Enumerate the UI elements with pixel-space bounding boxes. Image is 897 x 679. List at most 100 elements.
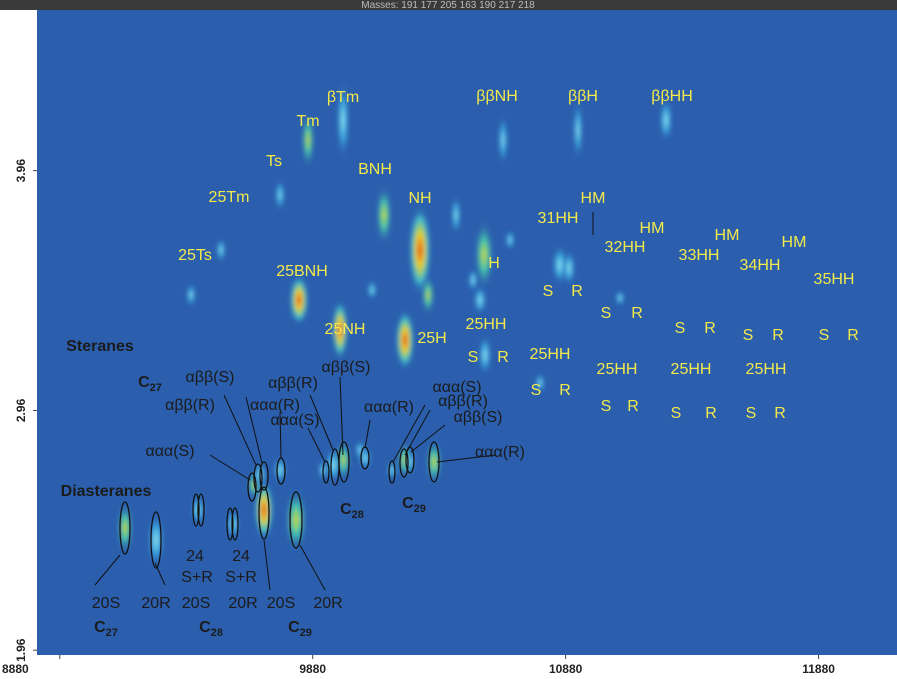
annotation: 20R — [228, 595, 257, 612]
annotation-text: 33HH — [679, 247, 720, 264]
annotation: 20S — [267, 595, 295, 612]
annotation: R — [631, 305, 643, 322]
annotation: 24 — [186, 548, 204, 565]
annotation: 25HH — [597, 361, 638, 378]
spot — [573, 100, 583, 160]
spot — [422, 275, 435, 315]
annotation-text: S — [671, 405, 682, 422]
annotation: 34HH — [740, 257, 781, 274]
annotation-text: 25HH — [671, 361, 712, 378]
annotation: ααα(S) — [145, 443, 194, 460]
x-tick-label: 8880 — [2, 662, 29, 676]
spot — [285, 488, 307, 552]
annotation-text: Diasteranes — [61, 483, 152, 500]
annotation: αββ(S) — [454, 409, 503, 426]
annotation: R — [497, 349, 509, 366]
annotation: 25NH — [325, 321, 366, 338]
annotation-text: R — [497, 349, 509, 366]
annotation-text: S — [819, 327, 830, 344]
annotation: S — [743, 327, 754, 344]
spot — [376, 185, 392, 245]
annotation-text: αββ(R) — [268, 375, 318, 392]
annotation-text: 25HH — [746, 361, 787, 378]
annotation-subscript: 27 — [106, 627, 118, 639]
annotation-text: 25Tm — [209, 189, 250, 206]
annotation-text: C — [94, 619, 106, 636]
annotation-text: R — [772, 327, 784, 344]
annotation: ααα(R) — [364, 399, 414, 416]
annotation-text: αββ(S) — [186, 369, 235, 386]
annotation-subscript: 28 — [211, 627, 223, 639]
annotation-text: S — [675, 320, 686, 337]
spot — [186, 283, 196, 307]
chart: Masses: 191 177 205 163 190 217 218 βTmT… — [0, 0, 897, 679]
annotation-text: S+R — [225, 569, 257, 586]
annotation-text: C — [288, 619, 300, 636]
annotation-text: S — [543, 283, 554, 300]
annotation: HM — [715, 227, 740, 244]
spot — [275, 179, 285, 211]
annotation-text: H — [488, 255, 500, 272]
annotation: 32HH — [605, 239, 646, 256]
annotation-text: HM — [581, 190, 606, 207]
annotation: S — [819, 327, 830, 344]
annotation: ββH — [568, 88, 598, 105]
annotation-text: ααα(S) — [270, 412, 319, 429]
annotation-text: R — [559, 382, 571, 399]
annotation-text: 32HH — [605, 239, 646, 256]
annotation: αββ(S) — [186, 369, 235, 386]
annotation: HM — [640, 220, 665, 237]
spot — [563, 250, 576, 286]
annotation: 25BNH — [276, 263, 328, 280]
annotation: S — [746, 405, 757, 422]
annotation: R — [627, 398, 639, 415]
annotation-text: αββ(S) — [454, 409, 503, 426]
annotation-text: 20S — [267, 595, 295, 612]
annotation: αββ(S) — [322, 359, 371, 376]
annotation-text: Steranes — [66, 338, 134, 355]
spot — [498, 115, 508, 165]
annotation: Steranes — [66, 338, 134, 355]
annotation-text: ααα(R) — [364, 399, 414, 416]
annotation-text: R — [705, 405, 717, 422]
annotation-text: S — [601, 305, 612, 322]
annotation-text: 20R — [141, 595, 170, 612]
annotation: 25HH — [746, 361, 787, 378]
annotation: 20R — [141, 595, 170, 612]
annotation: R — [774, 405, 786, 422]
annotation: ααα(S) — [270, 412, 319, 429]
annotation-text: Tm — [296, 113, 319, 130]
y-tick-label: 2.96 — [14, 398, 28, 422]
annotation: S — [671, 405, 682, 422]
spot — [395, 310, 414, 370]
annotation-text: R — [631, 305, 643, 322]
spot — [615, 290, 625, 306]
annotation: S — [675, 320, 686, 337]
annotation-text: 35HH — [814, 271, 855, 288]
annotation-text: R — [774, 405, 786, 422]
annotation: Diasteranes — [61, 483, 152, 500]
annotation-text: ββNH — [476, 88, 518, 105]
annotation-text: R — [847, 327, 859, 344]
annotation-text: C — [199, 619, 211, 636]
annotation-text: S — [468, 349, 479, 366]
annotation: αββ(R) — [165, 397, 215, 414]
annotation-text: 25HH — [597, 361, 638, 378]
annotation: 20R — [313, 595, 342, 612]
annotation-text: ββH — [568, 88, 598, 105]
annotation-text: S — [743, 327, 754, 344]
annotation-text: 24 — [186, 548, 204, 565]
annotation-text: 25HH — [530, 346, 571, 363]
annotation: ββHH — [651, 88, 693, 105]
annotation: HM — [581, 190, 606, 207]
annotation: S — [601, 398, 612, 415]
annotation-text: HM — [640, 220, 665, 237]
annotation-text: 31HH — [538, 210, 579, 227]
annotation: Tm — [296, 113, 319, 130]
annotation-text: 24 — [232, 548, 250, 565]
annotation-text: 20R — [313, 595, 342, 612]
annotation-text: HM — [782, 234, 807, 251]
annotation: R — [571, 283, 583, 300]
annotation: 25H — [417, 330, 446, 347]
annotation: 25HH — [466, 316, 507, 333]
